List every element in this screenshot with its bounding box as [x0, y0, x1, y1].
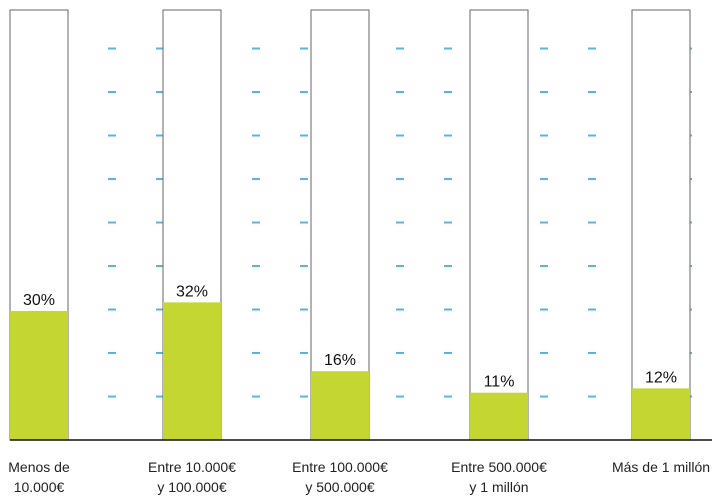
category-label-line: Entre 10.000€: [148, 459, 236, 475]
data-label: 12%: [645, 369, 677, 386]
category-label-line: Entre 500.000€: [451, 459, 547, 475]
bar-outline: [469, 9, 529, 441]
category-label: Entre 500.000€ y 1 millón: [451, 459, 547, 495]
category-label-line: Menos de: [8, 459, 70, 475]
category-label-line: y 500.000€: [305, 479, 374, 495]
bars: 30% 32% 16% 11% 12%: [9, 9, 691, 441]
bar: [311, 371, 369, 440]
category-label: Entre 100.000€ y 500.000€: [292, 459, 388, 495]
category-label-line: y 100.000€: [157, 479, 226, 495]
category-label-line: Entre 100.000€: [292, 459, 388, 475]
category-label-line: Más de 1 millón: [612, 459, 710, 475]
grid-lines: [12, 47, 728, 398]
category-label-line: 10.000€: [14, 479, 65, 495]
bar: [470, 392, 528, 440]
data-label: 32%: [176, 283, 208, 300]
bar-outline: [310, 9, 370, 441]
category-label: Más de 1 millón: [612, 459, 710, 475]
data-label: 30%: [23, 292, 55, 309]
data-label: 16%: [324, 352, 356, 369]
bar: [163, 302, 221, 440]
bar-outline: [631, 9, 691, 441]
data-label: 11%: [484, 374, 515, 391]
bar: [10, 311, 68, 440]
category-label: Entre 10.000€ y 100.000€: [148, 459, 236, 495]
category-label: Menos de 10.000€: [8, 459, 70, 495]
category-labels: Menos de 10.000€Entre 10.000€ y 100.000€En…: [8, 459, 710, 495]
category-label-line: y 1 millón: [469, 479, 528, 495]
bar: [632, 388, 690, 440]
